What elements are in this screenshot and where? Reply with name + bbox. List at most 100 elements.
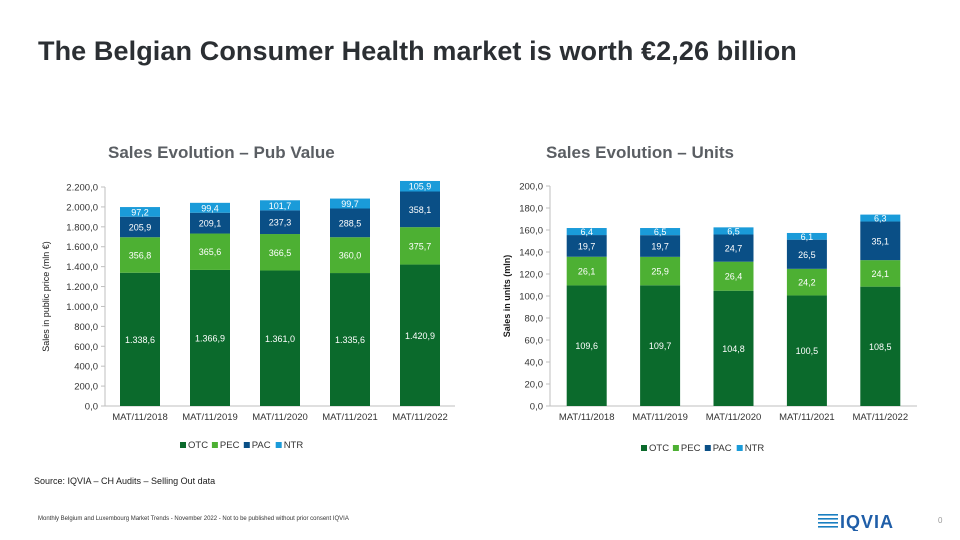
legend-label-pac: PAC — [713, 443, 732, 454]
legend-label-pec: PEC — [220, 440, 240, 451]
y-tick-label: 40,0 — [525, 358, 544, 369]
legend-label-ntr: NTR — [284, 440, 304, 451]
data-label-pec: 356,8 — [129, 250, 152, 260]
data-label-pec: 24,1 — [872, 269, 890, 279]
bar-segment-pec — [860, 260, 901, 287]
y-tick-label: 1.800,0 — [66, 222, 98, 233]
data-label-ntr: 6,4 — [580, 227, 593, 237]
data-label-pec: 366,5 — [269, 248, 292, 258]
data-label-otc: 108,5 — [869, 342, 892, 352]
bar-segment-otc — [566, 285, 607, 406]
bar-segment-ntr — [786, 232, 827, 240]
data-label-ntr: 6,1 — [801, 232, 814, 242]
data-label-ntr: 6,5 — [654, 227, 667, 237]
bar-segment-pec — [330, 237, 370, 274]
x-tick-label: MAT/11/2020 — [252, 412, 308, 423]
x-tick-label: MAT/11/2022 — [852, 412, 908, 423]
y-tick-label: 200,0 — [519, 182, 543, 193]
x-tick-label: MAT/11/2019 — [182, 412, 238, 423]
data-label-pac: 209,1 — [199, 219, 222, 229]
bar-segment-otc — [260, 270, 300, 406]
chart-title-units: Sales Evolution – Units — [546, 143, 734, 162]
data-label-otc: 1.361,0 — [265, 334, 295, 344]
data-label-pec: 26,1 — [578, 267, 596, 277]
legend-swatch-pec — [211, 442, 218, 448]
y-axis-label: Sales in units (mln) — [502, 255, 512, 338]
legend-label-otc: OTC — [188, 440, 208, 451]
logo-stripes-icon — [818, 514, 838, 528]
data-label-ntr: 101,7 — [269, 201, 292, 211]
data-label-ntr: 105,9 — [409, 182, 432, 192]
logo-text: IQVIA — [840, 512, 894, 531]
bar-segment-otc — [190, 269, 230, 406]
bar-segment-ntr — [400, 180, 440, 192]
y-axis-label: Sales in public price (mln €) — [41, 241, 51, 352]
bar-segment-pac — [566, 235, 607, 257]
y-tick-label: 160,0 — [519, 226, 543, 237]
bar-segment-pec — [713, 261, 754, 291]
bar-segment-otc — [713, 290, 754, 406]
data-label-ntr: 6,3 — [874, 214, 887, 224]
data-label-pec: 360,0 — [339, 251, 362, 261]
bar-segment-otc — [640, 285, 681, 406]
x-tick-label: MAT/11/2021 — [779, 412, 835, 423]
y-tick-label: 2.000,0 — [66, 202, 98, 213]
bar-segment-pec — [566, 256, 607, 286]
y-tick-label: 600,0 — [74, 342, 98, 353]
iqvia-logo: IQVIA — [818, 512, 894, 531]
legend-swatch-ntr — [736, 445, 743, 451]
y-tick-label: 1.600,0 — [66, 242, 98, 253]
bar-segment-pac — [860, 221, 901, 261]
source-note: Source: IQVIA – CH Audits – Selling Out … — [34, 476, 216, 486]
page-number: 0 — [938, 516, 943, 525]
footer-disclaimer: Monthly Belgium and Luxembourg Market Tr… — [38, 516, 349, 522]
data-label-otc: 109,7 — [649, 341, 672, 351]
bar-segment-otc — [400, 264, 440, 406]
legend-swatch-otc — [180, 442, 186, 448]
pub-value-chart: 0,0 200,0 400,0 600,0 800,0 1.000,0 1.200,0 1.4… — [41, 180, 455, 451]
data-label-ntr: 6,5 — [727, 226, 740, 236]
data-label-otc: 104,8 — [722, 344, 745, 354]
x-tick-label: MAT/11/2021 — [322, 412, 378, 423]
x-tick-label: MAT/11/2019 — [632, 412, 688, 423]
y-tick-label: 60,0 — [525, 336, 544, 347]
y-tick-label: 1.400,0 — [66, 262, 98, 273]
y-tick-label: 0,0 — [530, 402, 543, 413]
data-label-ntr: 97,2 — [131, 207, 149, 217]
data-label-otc: 109,6 — [575, 341, 598, 351]
y-tick-label: 100,0 — [519, 292, 543, 303]
data-label-pac: 19,7 — [651, 242, 669, 252]
legend-swatch-ntr — [275, 442, 282, 448]
data-label-otc: 100,5 — [796, 346, 819, 356]
bar-segment-pec — [640, 256, 681, 286]
y-tick-label: 140,0 — [519, 248, 543, 259]
bar-segment-pec — [190, 233, 230, 270]
legend-label-otc: OTC — [649, 443, 669, 454]
data-label-ntr: 99,7 — [341, 199, 359, 209]
data-label-otc: 1.338,6 — [125, 335, 155, 345]
y-tick-label: 1.200,0 — [66, 282, 98, 293]
y-tick-label: 1.000,0 — [66, 302, 98, 313]
legend-swatch-pac — [243, 442, 250, 448]
data-label-pec: 25,9 — [651, 267, 669, 277]
data-label-pec: 365,6 — [199, 247, 222, 257]
bar-segment-ntr — [640, 228, 681, 236]
legend-swatch-pac — [704, 445, 711, 451]
data-label-pac: 35,1 — [872, 236, 890, 246]
bar-segment-pac — [190, 212, 230, 234]
data-label-pac: 358,1 — [409, 205, 432, 215]
bar-segment-ntr — [713, 227, 754, 235]
bar-segment-ntr — [566, 228, 607, 236]
y-tick-label: 400,0 — [74, 362, 98, 373]
bar-segment-ntr — [860, 214, 901, 222]
bar-segment-ntr — [120, 207, 160, 217]
data-label-pec: 375,7 — [409, 241, 432, 251]
y-tick-label: 120,0 — [519, 270, 543, 281]
slide-title: The Belgian Consumer Health market is wo… — [38, 36, 797, 66]
data-label-pac: 26,5 — [798, 250, 816, 260]
data-label-ntr: 99,4 — [201, 203, 219, 213]
data-label-pec: 26,4 — [725, 272, 743, 282]
data-label-pac: 237,3 — [269, 218, 292, 228]
bar-segment-pec — [786, 268, 827, 296]
bar-segment-ntr — [260, 200, 300, 211]
